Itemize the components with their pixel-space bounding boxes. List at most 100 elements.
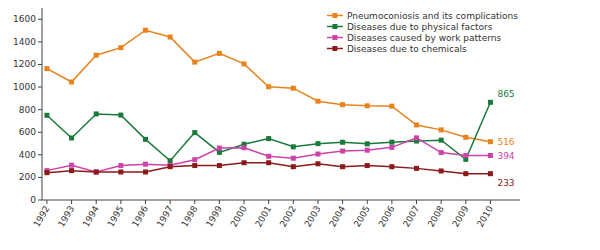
point <box>94 169 99 174</box>
point <box>389 104 394 109</box>
point <box>439 150 444 155</box>
point <box>118 45 123 50</box>
x-tick <box>219 200 220 204</box>
y-tick-label: 400 <box>19 150 36 160</box>
y-tick-label: 600 <box>19 127 36 137</box>
legend-label: Diseases caused by work patterns <box>347 33 502 43</box>
y-tick-label: 800 <box>19 105 36 115</box>
y-tick <box>38 109 42 110</box>
x-axis <box>42 200 520 201</box>
end-label: 233 <box>497 178 514 188</box>
end-label: 516 <box>497 137 514 147</box>
point <box>463 153 468 158</box>
point <box>44 66 49 71</box>
x-tick <box>244 200 245 204</box>
x-tick-label: 1994 <box>81 204 101 229</box>
point <box>291 156 296 161</box>
point <box>217 150 222 155</box>
point <box>365 148 370 153</box>
x-tick-label: 2002 <box>278 204 298 229</box>
legend-marker <box>332 13 337 18</box>
x-tick <box>465 200 466 204</box>
x-tick-label: 1996 <box>130 204 150 229</box>
x-tick-label: 1998 <box>179 204 199 229</box>
point <box>488 100 493 105</box>
legend-label: Diseases due to chemicals <box>347 44 467 54</box>
point <box>389 164 394 169</box>
point <box>69 79 74 84</box>
point <box>315 161 320 166</box>
point <box>192 130 197 135</box>
point <box>143 137 148 142</box>
point <box>291 144 296 149</box>
point <box>463 171 468 176</box>
point <box>168 158 173 163</box>
point <box>414 135 419 140</box>
x-tick-label: 2009 <box>450 204 470 229</box>
x-tick-label: 1999 <box>204 204 224 229</box>
end-label: 865 <box>497 89 514 99</box>
point <box>242 61 247 66</box>
x-tick <box>342 200 343 204</box>
point <box>192 163 197 168</box>
point <box>340 149 345 154</box>
x-tick <box>293 200 294 204</box>
y-tick <box>38 177 42 178</box>
point <box>340 102 345 107</box>
point <box>315 99 320 104</box>
point <box>365 141 370 146</box>
point <box>266 154 271 159</box>
y-tick <box>38 64 42 65</box>
x-tick-label: 2006 <box>376 204 396 229</box>
point <box>118 169 123 174</box>
point <box>242 160 247 165</box>
legend-label: Diseases due to physical factors <box>347 22 493 32</box>
y-tick-label: 1000 <box>13 82 36 92</box>
point <box>242 145 247 150</box>
end-label: 394 <box>497 151 514 161</box>
point <box>365 103 370 108</box>
point <box>266 160 271 165</box>
x-tick <box>416 200 417 204</box>
y-tick-label: 1200 <box>13 59 36 69</box>
x-tick-label: 1997 <box>155 204 175 229</box>
y-tick-label: 1400 <box>13 37 36 47</box>
y-tick <box>38 132 42 133</box>
point <box>439 127 444 132</box>
point <box>389 140 394 145</box>
point <box>192 60 197 65</box>
x-tick-label: 2001 <box>253 204 273 229</box>
x-tick-label: 2003 <box>303 204 323 229</box>
point <box>488 153 493 158</box>
plot-area <box>44 28 493 176</box>
y-tick <box>38 200 42 201</box>
x-tick-label: 2000 <box>229 204 249 229</box>
point <box>94 53 99 58</box>
y-tick-label: 200 <box>19 172 36 182</box>
point <box>44 113 49 118</box>
point <box>94 111 99 116</box>
x-tick-label: 2007 <box>401 204 421 229</box>
point <box>266 84 271 89</box>
point <box>168 35 173 40</box>
x-tick <box>367 200 368 204</box>
x-tick-label: 2005 <box>352 204 372 229</box>
x-tick <box>145 200 146 204</box>
x-tick <box>96 200 97 204</box>
x-tick <box>71 200 72 204</box>
x-tick-label: 2008 <box>426 204 446 229</box>
point <box>488 171 493 176</box>
point <box>217 146 222 151</box>
x-tick-label: 2004 <box>327 204 347 229</box>
point <box>365 163 370 168</box>
legend-marker <box>332 35 337 40</box>
point <box>94 169 99 174</box>
x-tick <box>170 200 171 204</box>
point <box>439 168 444 173</box>
point <box>439 138 444 143</box>
y-tick <box>38 19 42 20</box>
point <box>44 170 49 175</box>
y-axis <box>42 8 43 200</box>
legend-marker <box>332 24 337 29</box>
y-tick-label: 1600 <box>13 14 36 24</box>
